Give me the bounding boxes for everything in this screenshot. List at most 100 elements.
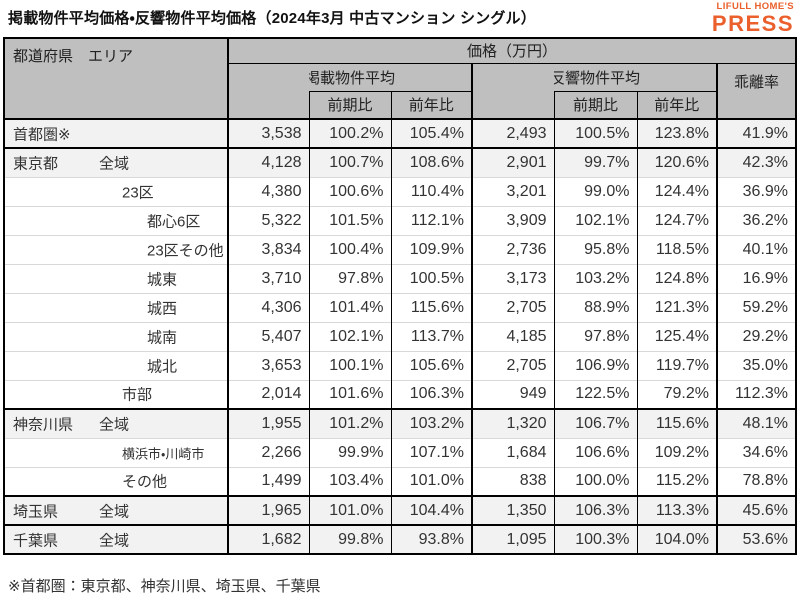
- inquiry-prev-year-cell: 121.3%: [636, 292, 717, 322]
- region-label-cell: 城東: [4, 263, 228, 293]
- table-row: 神奈川県 全域 1,955 101.2% 103.2% 1,320 106.7% 115.6%…: [4, 408, 797, 438]
- listed-prev-year-cell: 108.6%: [390, 147, 472, 177]
- gap-rate-cell: 45.6%: [715, 495, 797, 525]
- listed-prev-year-cell: 110.4%: [390, 176, 472, 206]
- region-label-cell: 横浜市・川崎市: [4, 437, 228, 467]
- corner-header: 都道府県 エリア: [4, 38, 228, 119]
- area-label: 横浜市・川崎市: [122, 446, 205, 461]
- listed-prev-year-cell: 101.0%: [390, 466, 472, 496]
- table-row: 23区その他 3,834 100.4% 109.9% 2,736 95.8% 118.5% 4…: [4, 234, 797, 264]
- inquiry-prev-year-cell: 115.2%: [636, 466, 717, 496]
- table-row: 城北 3,653 100.1% 105.6% 2,705 106.9% 119.7% 35.0…: [4, 350, 797, 380]
- table-row: 城西 4,306 101.4% 115.6% 2,705 88.9% 121.3% 59.2%: [4, 292, 797, 322]
- header-row-3: 前期比 前年比 前期比 前年比: [4, 91, 796, 119]
- listed-prev-year-cell: 105.6%: [390, 350, 472, 380]
- inquiry-prev-period-cell: 100.0%: [553, 466, 637, 496]
- logo-brand-text: LIFULL HOME'S: [716, 1, 794, 12]
- inquiry-prev-year-cell: 124.8%: [636, 263, 717, 293]
- gap-rate-cell: 41.9%: [715, 118, 797, 148]
- table-row: 23区 4,380 100.6% 110.4% 3,201 99.0% 124.4% 36.9…: [4, 176, 797, 206]
- listed-price-cell: 3,710: [227, 263, 309, 293]
- region-label-cell: 千葉県 全域: [4, 524, 228, 554]
- listed-prev-period-cell: 101.4%: [308, 292, 391, 322]
- listed-prev-year-header: 前年比: [390, 91, 472, 119]
- listed-prev-period-cell: 99.8%: [308, 524, 391, 554]
- price-table: 都道府県 エリア 価格（万円） 掲載物件平均 反響物件平均 乖離率 前期比 前年…: [3, 37, 798, 555]
- inquiry-prev-year-cell: 120.6%: [636, 147, 717, 177]
- area-label: 市部: [122, 386, 153, 404]
- inquiry-prev-period-cell: 95.8%: [553, 234, 637, 264]
- listed-prev-year-cell: 103.2%: [390, 408, 472, 438]
- inquiry-prev-year-cell: 109.2%: [636, 437, 717, 467]
- area-label: 城北: [147, 358, 178, 375]
- listed-price-cell: 1,965: [227, 495, 309, 525]
- listed-price-cell: 2,014: [227, 379, 309, 409]
- listed-prev-year-cell: 113.7%: [390, 321, 472, 351]
- region-label-cell: 東京都 全域: [4, 147, 228, 177]
- footnote: ※首都圏：東京都、神奈川県、埼玉県、千葉県: [8, 578, 321, 595]
- inquiry-price-header-spacer: [471, 63, 554, 119]
- listed-price-cell: 3,538: [227, 118, 309, 148]
- listed-price-cell: 5,322: [227, 205, 309, 235]
- listed-price-cell: 4,306: [227, 292, 309, 322]
- table-row: 東京都 全域 4,128 100.7% 108.6% 2,901 99.7% 120.6% 42…: [4, 147, 797, 177]
- inquiry-price-cell: 2,705: [471, 350, 554, 380]
- inquiry-average-header: 反響物件平均: [554, 63, 717, 92]
- region-label-cell: 城南: [4, 321, 228, 351]
- gap-rate-cell: 59.2%: [715, 292, 797, 322]
- inquiry-prev-year-cell: 104.0%: [636, 524, 717, 554]
- listed-prev-year-cell: 104.4%: [390, 495, 472, 525]
- prefecture-label: 神奈川県: [13, 416, 74, 434]
- inquiry-price-cell: 1,095: [471, 524, 554, 554]
- area-label: 全域: [99, 155, 130, 173]
- inquiry-price-cell: 1,350: [471, 495, 554, 525]
- listed-prev-period-cell: 100.4%: [308, 234, 391, 264]
- listed-prev-period-cell: 101.0%: [308, 495, 391, 525]
- inquiry-prev-period-cell: 97.8%: [553, 321, 637, 351]
- inquiry-price-cell: 3,201: [471, 176, 554, 206]
- area-label: 全域: [99, 416, 130, 434]
- area-label: 城東: [147, 271, 178, 288]
- inquiry-prev-period-cell: 103.2%: [553, 263, 637, 293]
- prefecture-label: 埼玉県: [13, 503, 59, 520]
- area-label: 23区その他: [147, 242, 224, 259]
- inquiry-prev-year-cell: 123.8%: [636, 118, 717, 148]
- region-label-cell: その他: [4, 466, 228, 496]
- inquiry-prev-year-cell: 125.4%: [636, 321, 717, 351]
- gap-rate-cell: 16.9%: [715, 263, 797, 293]
- gap-rate-header: 乖離率: [715, 63, 797, 119]
- listed-prev-period-cell: 100.7%: [308, 147, 391, 177]
- gap-rate-cell: 42.3%: [715, 147, 797, 177]
- area-label: 全域: [99, 532, 130, 549]
- area-label: 全域: [99, 503, 130, 520]
- table-row: 埼玉県 全域 1,965 101.0% 104.4% 1,350 106.3% 113.3% 4…: [4, 495, 797, 525]
- area-label: 都心6区: [147, 213, 201, 230]
- gap-rate-cell: 112.3%: [715, 379, 797, 409]
- listed-prev-year-cell: 93.8%: [390, 524, 472, 554]
- listed-prev-year-cell: 115.6%: [390, 292, 472, 322]
- gap-rate-cell: 53.6%: [715, 524, 797, 554]
- inquiry-price-cell: 2,736: [471, 234, 554, 264]
- inquiry-price-cell: 4,185: [471, 321, 554, 351]
- inquiry-prev-period-header: 前期比: [553, 91, 637, 119]
- listed-prev-period-header: 前期比: [308, 91, 391, 119]
- listed-price-cell: 3,834: [227, 234, 309, 264]
- prefecture-label: 千葉県: [13, 532, 59, 549]
- inquiry-price-cell: 2,705: [471, 292, 554, 322]
- inquiry-prev-year-cell: 113.3%: [636, 495, 717, 525]
- table-row: 城南 5,407 102.1% 113.7% 4,185 97.8% 125.4% 29.2%: [4, 321, 797, 351]
- inquiry-prev-period-cell: 106.7%: [553, 408, 637, 438]
- gap-rate-cell: 29.2%: [715, 321, 797, 351]
- region-label-cell: 首都圏※: [4, 118, 228, 148]
- inquiry-price-cell: 949: [471, 379, 554, 409]
- gap-rate-cell: 36.2%: [715, 205, 797, 235]
- listed-price-cell: 3,653: [227, 350, 309, 380]
- header-row-2: 掲載物件平均 反響物件平均 乖離率: [4, 63, 797, 119]
- inquiry-prev-year-cell: 124.4%: [636, 176, 717, 206]
- listed-prev-period-cell: 101.6%: [308, 379, 391, 409]
- listed-price-cell: 4,128: [227, 147, 309, 177]
- region-label-cell: 23区その他: [4, 234, 228, 264]
- table-body: 首都圏※ 3,538 100.2% 105.4% 2,493 100.5% 123.8% 41…: [4, 118, 797, 554]
- inquiry-prev-period-cell: 122.5%: [553, 379, 637, 409]
- page-title: 掲載物件平均価格・反響物件平均価格（2024年3月 中古マンション シングル）: [8, 10, 536, 27]
